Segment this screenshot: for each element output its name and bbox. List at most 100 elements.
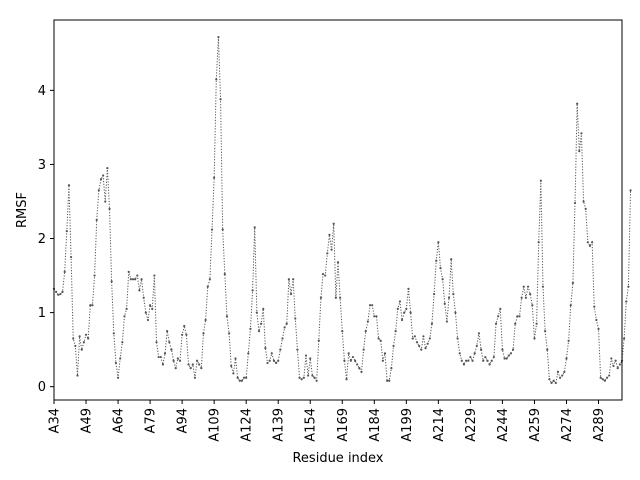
data-point: [541, 285, 545, 288]
data-point: [569, 304, 572, 307]
data-point: [443, 302, 446, 305]
plot-area-frame: [53, 19, 623, 401]
data-point: [591, 241, 594, 244]
data-point: [409, 311, 412, 314]
data-point: [240, 379, 244, 382]
data-point: [465, 359, 468, 362]
data-point: [281, 337, 284, 340]
x-tick-label: A274: [560, 408, 575, 442]
data-point: [116, 376, 120, 379]
data-point: [413, 335, 416, 338]
data-point: [565, 357, 568, 360]
data-point: [59, 292, 62, 296]
data-point: [249, 327, 252, 330]
data-point: [292, 278, 295, 281]
data-point: [351, 355, 355, 359]
data-point: [522, 285, 525, 288]
data-point: [430, 322, 434, 325]
data-point: [405, 307, 408, 310]
data-point: [198, 363, 201, 366]
data-point: [347, 352, 350, 355]
data-point: [163, 352, 167, 355]
data-point: [445, 320, 448, 323]
data-point: [377, 337, 380, 340]
data-point: [428, 337, 431, 340]
data-point: [277, 359, 280, 362]
data-point: [134, 278, 137, 281]
data-point: [315, 379, 318, 382]
data-point: [437, 241, 440, 244]
data-point: [392, 344, 395, 348]
data-point: [614, 359, 617, 362]
x-tick-label: A289: [592, 408, 607, 442]
data-point: [520, 296, 523, 299]
y-tick-label: 1: [38, 306, 46, 321]
data-point: [576, 102, 579, 105]
data-point: [296, 348, 299, 351]
y-axis-label: RMSF: [15, 192, 30, 228]
x-tick-label: A184: [368, 408, 383, 442]
data-point: [588, 244, 592, 248]
data-point: [142, 296, 145, 299]
data-point: [458, 352, 461, 355]
data-point: [127, 270, 130, 273]
data-point: [601, 378, 604, 381]
x-tick-label: A169: [336, 408, 351, 442]
data-point: [144, 311, 147, 314]
data-point: [625, 300, 628, 303]
data-point: [447, 296, 451, 299]
data-point: [161, 363, 164, 366]
data-point: [57, 293, 60, 296]
data-point: [368, 304, 372, 307]
x-tick-label: A49: [80, 408, 95, 433]
data-point: [217, 35, 220, 39]
data-point: [157, 355, 160, 359]
x-tick-label: A199: [400, 408, 415, 442]
data-point: [119, 357, 122, 360]
data-point: [469, 355, 472, 359]
data-point: [183, 324, 186, 328]
data-point: [63, 270, 66, 273]
data-point: [563, 370, 566, 373]
data-point: [285, 322, 288, 325]
data-point: [349, 359, 352, 362]
data-point: [129, 278, 132, 281]
x-tick-label: A34: [48, 408, 63, 433]
data-point: [268, 359, 271, 362]
data-point: [307, 374, 310, 377]
data-point: [82, 341, 85, 344]
data-point: [69, 255, 73, 259]
data-point: [561, 374, 564, 377]
data-point: [494, 322, 498, 325]
data-point: [556, 370, 560, 373]
data-point: [95, 218, 98, 222]
data-point: [475, 344, 478, 348]
data-point: [422, 335, 425, 338]
data-point: [225, 315, 229, 318]
data-point: [618, 363, 621, 366]
data-point: [435, 259, 438, 262]
data-point: [418, 344, 421, 348]
data-point: [486, 359, 489, 362]
data-point: [339, 296, 342, 299]
data-point: [260, 322, 263, 325]
data-point: [324, 274, 327, 277]
data-point: [482, 359, 485, 362]
data-point: [298, 376, 301, 379]
data-point: [168, 341, 171, 344]
data-point: [407, 287, 410, 290]
data-point: [608, 374, 611, 377]
x-tick-label: A244: [496, 408, 511, 442]
data-point: [99, 178, 103, 181]
data-point: [548, 378, 551, 381]
data-point: [507, 354, 510, 357]
data-point: [360, 370, 363, 373]
data-point: [424, 347, 427, 350]
data-point: [304, 354, 308, 357]
data-point: [213, 176, 216, 179]
data-point: [193, 376, 197, 379]
data-point: [140, 278, 143, 281]
data-point: [479, 348, 483, 351]
data-point: [264, 347, 267, 350]
data-point: [61, 290, 64, 293]
